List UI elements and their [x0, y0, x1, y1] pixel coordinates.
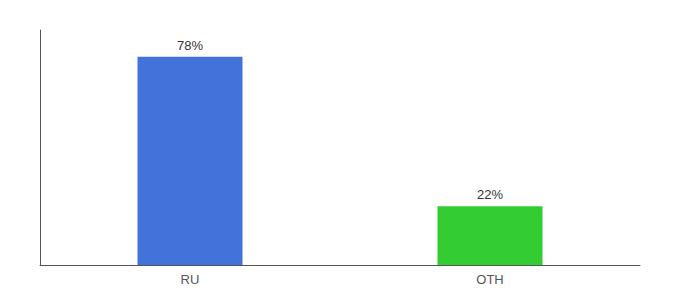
svg-text:RU: RU: [181, 272, 200, 287]
svg-text:78%: 78%: [177, 38, 203, 53]
svg-text:22%: 22%: [477, 187, 503, 202]
svg-text:OTH: OTH: [476, 272, 503, 287]
